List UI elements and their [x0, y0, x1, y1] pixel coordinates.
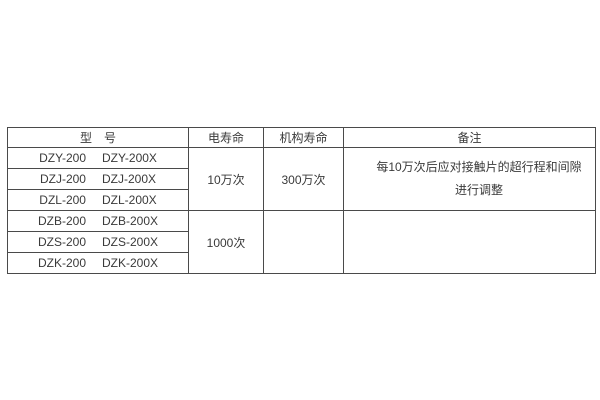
remarks-lines: 每10万次后应对接触片的超行程和间隙 进行调整 — [344, 161, 595, 197]
table-row: DZS-200 DZS-200X — [7, 231, 596, 253]
model-name: DZY-200 — [39, 151, 86, 165]
model-name: DZJ-200 — [39, 172, 86, 186]
model-pair: DZJ-200 DZJ-200X — [40, 172, 156, 186]
mechanism-life-cell: 300万次 — [263, 147, 344, 211]
remarks-cell — [343, 210, 596, 274]
model-name: DZY-200X — [102, 151, 157, 165]
model-name: DZB-200 — [37, 214, 86, 228]
remarks-line: 每10万次后应对接触片的超行程和间隙 — [376, 160, 582, 174]
header-mechanism-life: 机构寿命 — [263, 127, 344, 148]
electrical-life-cell: 1000次 — [188, 210, 264, 274]
table-row: DZY-200 DZY-200X 10万次 300万次 每10万次后应对接触片的… — [7, 147, 596, 211]
header-remarks: 备注 — [343, 127, 596, 148]
remarks-cell: 每10万次后应对接触片的超行程和间隙 进行调整 — [343, 147, 596, 211]
model-pair: DZB-200 DZB-200X — [38, 214, 158, 228]
model-pair: DZY-200 DZY-200X — [39, 151, 157, 165]
model-cell: DZS-200 DZS-200X — [7, 231, 189, 253]
relay-spec-table: 型 号 电寿命 机构寿命 备注 DZY-200 DZY-200X 10万次 30… — [7, 127, 596, 274]
model-name: DZB-200X — [102, 214, 159, 228]
mechanism-life-cell — [263, 210, 344, 274]
header-electrical-life: 电寿命 — [188, 127, 264, 148]
model-name: DZL-200X — [101, 193, 157, 207]
remarks-lines — [344, 237, 595, 247]
model-cell: DZB-200 DZB-200X — [7, 210, 189, 232]
table-row: DZK-200 DZK-200X — [7, 252, 596, 274]
relay-spec-table-container: 型 号 电寿命 机构寿命 备注 DZY-200 DZY-200X 10万次 30… — [7, 127, 596, 274]
model-name: DZL-200 — [39, 193, 86, 207]
model-pair: DZK-200 DZK-200X — [38, 256, 158, 270]
model-name: DZK-200 — [37, 256, 86, 270]
table-row: DZB-200 DZB-200X 1000次 — [7, 210, 596, 274]
header-model: 型 号 — [7, 127, 189, 148]
model-cell: DZJ-200 DZJ-200X — [7, 168, 189, 190]
model-cell: DZY-200 DZY-200X — [7, 147, 189, 169]
model-cell: DZK-200 DZK-200X — [7, 252, 189, 274]
electrical-life-cell: 10万次 — [188, 147, 264, 211]
model-cell: DZL-200 DZL-200X — [7, 189, 189, 211]
model-name: DZS-200X — [102, 235, 159, 249]
table-row: DZL-200 DZL-200X — [7, 189, 596, 211]
model-name: DZJ-200X — [101, 172, 157, 186]
model-pair: DZL-200 DZL-200X — [39, 193, 156, 207]
remarks-line: 进行调整 — [454, 183, 503, 197]
table-row: DZJ-200 DZJ-200X — [7, 168, 596, 190]
model-name: DZS-200 — [37, 235, 86, 249]
model-name: DZK-200X — [102, 256, 159, 270]
model-pair: DZS-200 DZS-200X — [38, 235, 158, 249]
table-header-row: 型 号 电寿命 机构寿命 备注 — [7, 127, 596, 148]
